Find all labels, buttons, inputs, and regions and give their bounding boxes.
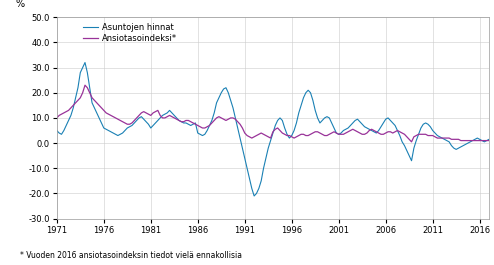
Ansiotasoindeksi*: [148, 114, 154, 117]
Ansiotasoindeksi*: [350, 128, 356, 131]
Ansiotasoindeksi*: [409, 140, 414, 143]
Asuntojen hinnat: [251, 195, 257, 198]
Line: Ansiotasoindeksi*: Ansiotasoindeksi*: [57, 85, 489, 142]
Legend: Asuntojen hinnat, Ansiotasoindeksi*: Asuntojen hinnat, Ansiotasoindeksi*: [82, 23, 177, 43]
Ansiotasoindeksi*: [415, 133, 421, 136]
Asuntojen hinnat: [486, 138, 492, 141]
Ansiotasoindeksi*: [486, 139, 492, 142]
Asuntojen hinnat: [352, 119, 358, 122]
Asuntojen hinnat: [124, 126, 130, 130]
Asuntojen hinnat: [150, 124, 156, 127]
Ansiotasoindeksi*: [237, 123, 243, 126]
Ansiotasoindeksi*: [82, 84, 88, 87]
Text: * Vuoden 2016 ansiotasoindeksin tiedot vielä ennakollisia: * Vuoden 2016 ansiotasoindeksin tiedot v…: [20, 251, 242, 260]
Ansiotasoindeksi*: [150, 111, 156, 114]
Ansiotasoindeksi*: [54, 116, 60, 120]
Line: Asuntojen hinnat: Asuntojen hinnat: [57, 63, 489, 196]
Asuntojen hinnat: [148, 126, 154, 130]
Asuntojen hinnat: [237, 136, 243, 140]
Asuntojen hinnat: [415, 133, 421, 136]
Ansiotasoindeksi*: [124, 123, 130, 126]
Asuntojen hinnat: [82, 61, 88, 64]
Asuntojen hinnat: [54, 129, 60, 132]
Text: %: %: [16, 0, 25, 9]
